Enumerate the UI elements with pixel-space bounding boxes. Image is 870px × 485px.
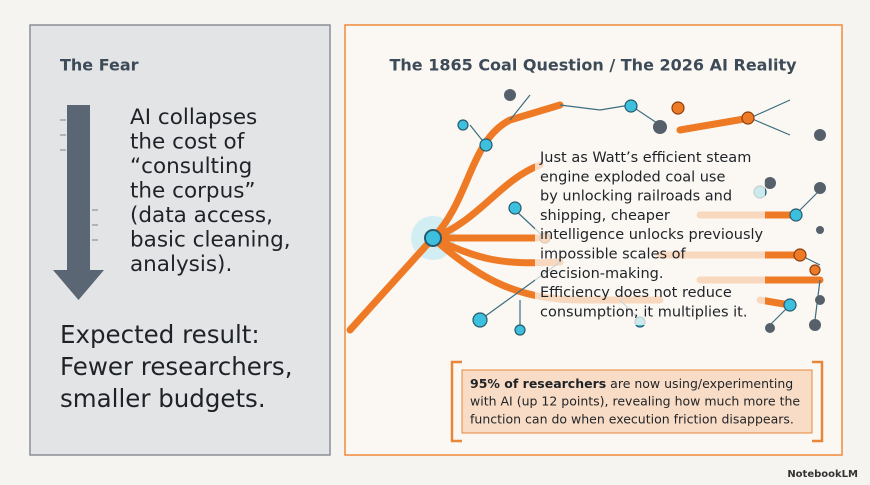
fear-result: Expected result: Fewer researchers, smalle… (60, 320, 293, 413)
text-line: the corpus” (130, 179, 256, 204)
text-line: analysis). (130, 252, 232, 277)
text-line: smaller budgets. (60, 384, 266, 413)
callout-text: are now using/experimenting (606, 376, 793, 391)
text-backdrop (535, 145, 765, 325)
down-arrow (53, 105, 104, 300)
text-line: Expected result: (60, 320, 260, 349)
callout-line: function can do when execution friction … (470, 412, 794, 427)
text-line: AI collapses (130, 105, 257, 130)
reality-title: The 1865 Coal Question / The 2026 AI Rea… (389, 56, 797, 75)
callout-bold: 95% of researchers (470, 376, 606, 391)
text-line: Just as Watt’s efficient steam (539, 150, 751, 166)
text-line: Fewer researchers, (60, 352, 293, 381)
callout: 95% of researchers are now using/experim… (450, 360, 824, 443)
text-line: (data access, (130, 203, 273, 228)
text-line: Efficiency does not reduce (540, 285, 732, 301)
text-line: the cost of (130, 130, 245, 155)
text-line: decision-making. (540, 266, 663, 282)
brand: NotebookLM (787, 469, 858, 480)
text-line: intelligence unlocks previously (540, 227, 764, 243)
text-line: “consulting (130, 154, 252, 179)
callout-line: with AI (up 12 points), revealing how mu… (470, 394, 800, 409)
reality-body: Just as Watt’s efficient steam engine exp… (539, 150, 764, 320)
text-line: engine exploded coal use (540, 169, 725, 185)
text-line: consumption; it multiplies it. (540, 304, 747, 320)
text-line: impossible scales of (540, 247, 687, 263)
text-line: by unlocking railroads and (540, 189, 732, 205)
text-line: shipping, cheaper (540, 208, 670, 224)
text-line: basic cleaning, (130, 228, 291, 253)
callout-line: 95% of researchers are now using/experim… (470, 376, 793, 391)
fear-title: The Fear (60, 56, 139, 75)
